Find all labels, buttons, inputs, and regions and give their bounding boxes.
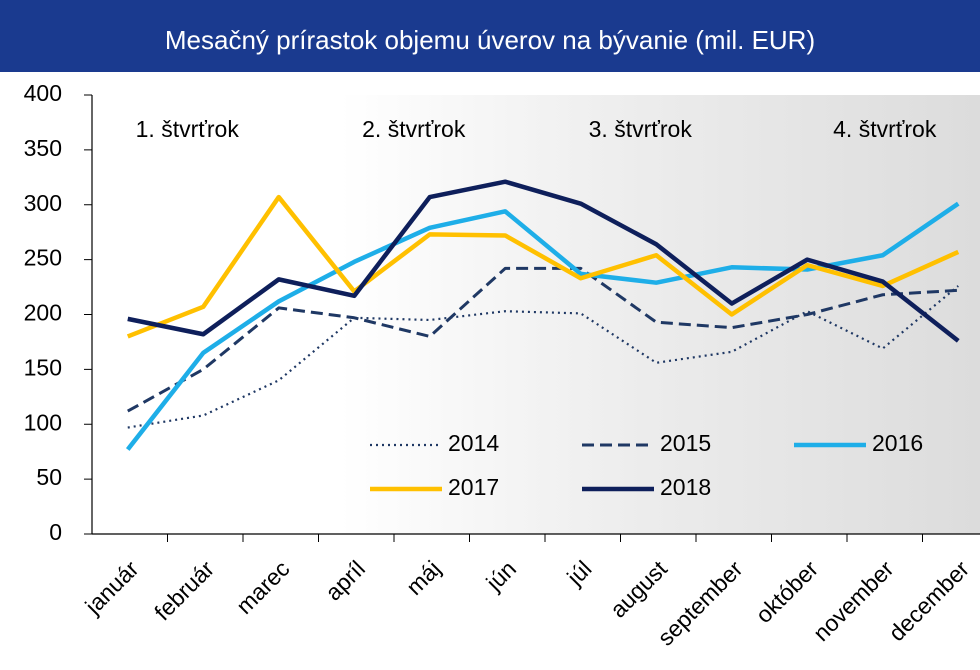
y-tick-label: 50 [36, 464, 62, 490]
quarter-shading [340, 95, 980, 534]
quarter-label: 4. štvrťrok [833, 116, 937, 142]
y-tick-label: 400 [24, 80, 62, 106]
series-line [126, 194, 960, 339]
x-tick-label: august [605, 555, 673, 623]
legend-label: 2015 [660, 430, 711, 456]
y-tick-label: 300 [24, 190, 62, 216]
quarter-label: 3. štvrťrok [589, 116, 693, 142]
y-tick-label: 200 [24, 300, 62, 326]
x-tick-label: júl [561, 555, 596, 590]
title-bar [0, 0, 980, 72]
series-line [127, 179, 960, 343]
x-tick-label: marec [231, 555, 295, 619]
x-tick-label: január [79, 555, 144, 620]
y-tick-label: 250 [24, 245, 62, 271]
y-tick-label: 150 [24, 354, 62, 380]
x-tick-label: december [883, 555, 974, 646]
quarter-label: 1. štvrťrok [136, 116, 240, 142]
series-line [127, 285, 959, 429]
y-tick-label: 350 [24, 135, 62, 161]
y-tick-label: 100 [24, 409, 62, 435]
legend-label: 2017 [448, 474, 499, 500]
legend-label: 2014 [448, 430, 499, 456]
x-tick-label: apríl [320, 555, 370, 605]
chart-title: Mesačný prírastok objemu úverov na bývan… [165, 25, 815, 55]
x-tick-label: október [750, 555, 823, 628]
x-tick-label: máj [401, 555, 446, 600]
x-tick-label: jún [480, 555, 521, 596]
x-tick-label: november [808, 555, 899, 646]
quarter-label: 2. štvrťrok [362, 116, 466, 142]
series-line [127, 266, 959, 413]
legend-label: 2016 [872, 430, 923, 456]
y-tick-label: 0 [49, 519, 62, 545]
x-tick-label: február [149, 555, 219, 625]
legend-label: 2018 [660, 474, 711, 500]
